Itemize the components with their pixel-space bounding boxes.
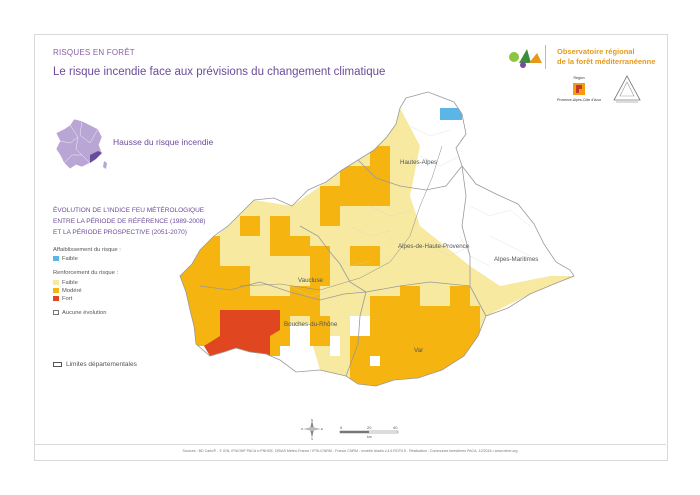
partner-emblem-icon — [613, 75, 641, 103]
region-logo-top-text: Région — [573, 76, 585, 80]
legend-weakening-heading: Affaiblissement du risque : — [53, 247, 121, 253]
footer-sources: Sources : BD Carto® - © IGN, IFN/ONF PAC… — [182, 449, 518, 453]
dept-label-alpes-maritimes: Alpes-Maritimes — [494, 256, 538, 263]
legend-strengthening-heading: Renforcement du risque : — [53, 270, 119, 276]
map-title: Le risque incendie face aux prévisions d… — [53, 66, 386, 78]
paca-highlight — [90, 151, 102, 163]
inset-label: Hausse du risque incendie — [113, 137, 214, 147]
legend-item-strengthening-faible: Faible — [53, 279, 78, 287]
compass-rose-icon: N S E O — [301, 418, 323, 440]
observatoire-name-line1: Observatoire régional — [557, 47, 635, 56]
risk-none-cells — [280, 316, 380, 366]
legend-department-limits: Limites départementales — [53, 361, 137, 369]
observatoire-emblem-icon — [509, 45, 546, 69]
scale-label: 20 — [367, 425, 372, 430]
region-logo: Région Provence-Alpes-Côte d'Azur — [557, 76, 601, 104]
risk-fort-cells — [204, 310, 280, 358]
dept-label-vaucluse: Vaucluse — [298, 277, 324, 284]
compass-e: E — [321, 427, 323, 431]
legend-swatch — [53, 256, 59, 261]
legend-item-weakening-faible: Faible — [53, 255, 78, 263]
legend-title-line: ENTRE LA PÉRIODE DE RÉFÉRENCE (1989-2008… — [53, 218, 206, 225]
dept-label-var: Var — [414, 347, 423, 354]
map-kicker: RISQUES EN FORÊT — [53, 48, 135, 57]
dept-label-alpes-de-haute-provence: Alpes-de-Haute-Provence — [398, 243, 470, 250]
legend-label: Aucune évolution — [62, 310, 107, 316]
legend-swatch — [53, 310, 59, 315]
scale-label: 0 — [340, 425, 343, 430]
scale-unit: km — [367, 435, 372, 439]
legend-swatch — [53, 362, 62, 367]
river-durance — [239, 145, 443, 291]
dept-label-bouches-du-rhone: Bouches-du-Rhône — [284, 321, 338, 328]
region-emblem-icon — [573, 83, 585, 95]
legend-label: Faible — [62, 256, 78, 262]
legend-title-line: ÉVOLUTION DE L'INDICE FEU MÉTÉROLOGIQUE — [53, 207, 205, 214]
compass-s: S — [311, 437, 313, 440]
observatoire-name-line2: de la forêt méditerranéenne — [557, 57, 656, 66]
dept-label-hautes-alpes: Hautes-Alpes — [400, 159, 437, 166]
legend-item-strengthening-modere: Modéré — [53, 287, 82, 295]
scale-label: 40 — [393, 425, 398, 430]
compass-n: N — [311, 418, 313, 422]
legend-swatch — [53, 280, 59, 285]
france-inset-map — [55, 118, 107, 170]
partner-logo — [610, 74, 644, 104]
region-logo-bottom-text: Provence-Alpes-Côte d'Azur — [556, 98, 602, 102]
commune-limits — [289, 125, 531, 297]
observatoire-logo: Observatoire régional de la forêt médite… — [507, 43, 657, 73]
legend-label: Modéré — [62, 288, 82, 294]
scale-bar: 0 20 40 km — [339, 425, 399, 439]
department-limits — [179, 91, 575, 387]
legend-label: Fort — [62, 296, 73, 302]
legend-swatch — [53, 288, 59, 293]
legend-label: Limites départementales — [66, 361, 137, 368]
footer-divider — [34, 444, 666, 445]
compass-o: O — [301, 427, 304, 431]
legend-label: Faible — [62, 280, 78, 286]
legend-title: ÉVOLUTION DE L'INDICE FEU MÉTÉROLOGIQUE … — [53, 205, 273, 238]
legend-swatch — [53, 296, 59, 301]
paca-fire-risk-map: Hautes-Alpes Alpes-de-Haute-Provence Alp… — [179, 91, 575, 387]
legend-item-no-change: Aucune évolution — [53, 309, 106, 317]
legend-item-strengthening-fort: Fort — [53, 295, 72, 303]
legend-title-line: ET LA PÉRIODE PROSPECTIVE (2051-2070) — [53, 229, 187, 236]
